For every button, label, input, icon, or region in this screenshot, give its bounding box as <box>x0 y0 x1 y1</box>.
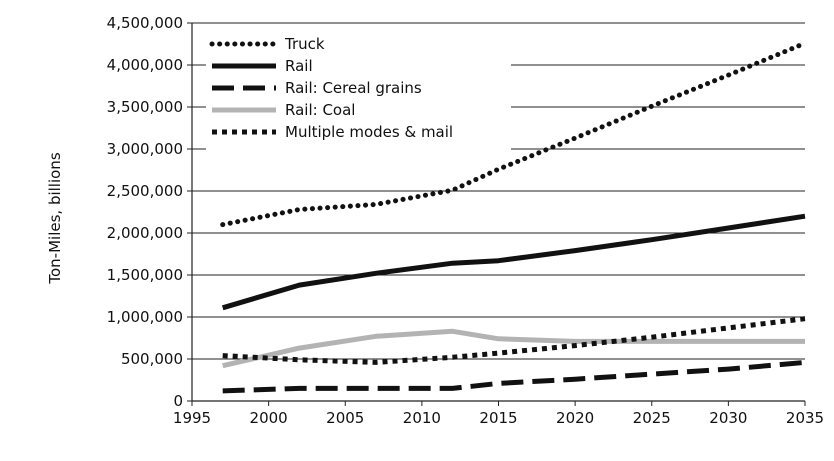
x-tick-label: 1995 <box>173 409 211 427</box>
y-tick-label: 1,000,000 <box>107 308 183 326</box>
legend: Truck Rail Rail: Cereal grains Rail: Coal Mu… <box>206 30 511 154</box>
y-tick-label: 3,000,000 <box>107 140 183 158</box>
legend-label: Rail <box>285 57 313 75</box>
y-tick-label: 1,500,000 <box>107 266 183 284</box>
legend-label: Truck <box>284 35 325 53</box>
x-tick-label: 2020 <box>556 409 594 427</box>
x-tick-label: 2000 <box>250 409 288 427</box>
x-tick-label: 2015 <box>479 409 517 427</box>
series-lines <box>220 40 808 394</box>
y-tick-label: 3,500,000 <box>107 98 183 116</box>
x-axis-tick-labels: 1995 2000 2005 2010 2015 2020 2025 2030 2035 <box>173 409 824 427</box>
y-tick-label: 4,000,000 <box>107 56 183 74</box>
y-tick-label: 2,000,000 <box>107 224 183 242</box>
legend-label: Rail: Cereal grains <box>285 79 422 97</box>
series-line-3 <box>222 328 805 369</box>
x-tick-label: 2030 <box>709 409 747 427</box>
series-line-1 <box>221 213 806 311</box>
y-tick-label: 0 <box>173 392 183 410</box>
y-axis-tick-labels: 0 500,000 1,000,000 1,500,000 2,000,000 2,500… <box>107 14 183 410</box>
axes <box>187 22 806 406</box>
legend-label: Multiple modes & mail <box>285 123 453 141</box>
x-tick-label: 2025 <box>633 409 671 427</box>
legend-label: Rail: Coal <box>285 101 355 119</box>
x-tick-label: 2010 <box>403 409 441 427</box>
y-tick-label: 500,000 <box>121 350 183 368</box>
series-line-0 <box>220 40 808 228</box>
x-tick-label: 2005 <box>326 409 364 427</box>
y-tick-label: 2,500,000 <box>107 182 183 200</box>
y-axis-label: Ton-Miles, billions <box>46 152 64 284</box>
x-tick-label: 2035 <box>786 409 824 427</box>
series-line-2 <box>222 359 806 394</box>
y-tick-label: 4,500,000 <box>107 14 183 32</box>
series-line-4 <box>222 316 806 365</box>
